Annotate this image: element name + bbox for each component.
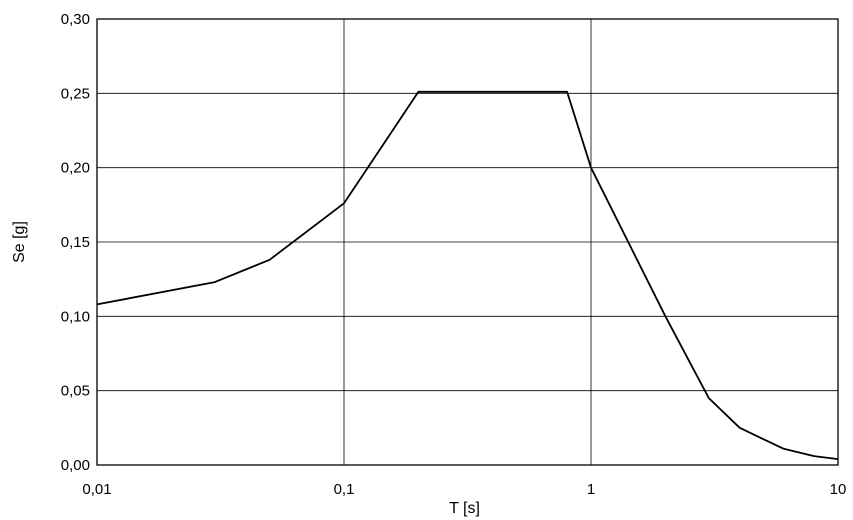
x-tick-label: 0,1	[334, 481, 355, 498]
x-axis-ticks: 0,01 0,1 1 10	[82, 481, 846, 498]
se-series-line	[96, 90, 839, 460]
y-axis-title: Se [g]	[11, 221, 28, 263]
y-tick-label: 0,20	[61, 160, 90, 177]
y-tick-label: 0,05	[61, 383, 90, 400]
y-tick-label: 0,00	[61, 457, 90, 474]
grid	[96, 18, 839, 466]
y-tick-label: 0,30	[61, 11, 90, 28]
y-tick-label: 0,25	[61, 85, 90, 102]
y-tick-label: 0,10	[61, 308, 90, 325]
y-tick-label: 0,15	[61, 234, 90, 251]
x-tick-label: 10	[830, 481, 847, 498]
x-axis-title: T [s]	[449, 500, 480, 517]
x-tick-label: 0,01	[82, 481, 111, 498]
y-axis-ticks: 0,00 0,05 0,10 0,15 0,20 0,25 0,30	[61, 11, 90, 474]
series-layer	[96, 90, 839, 460]
plot-area-frame	[96, 18, 839, 466]
x-tick-label: 1	[587, 481, 595, 498]
